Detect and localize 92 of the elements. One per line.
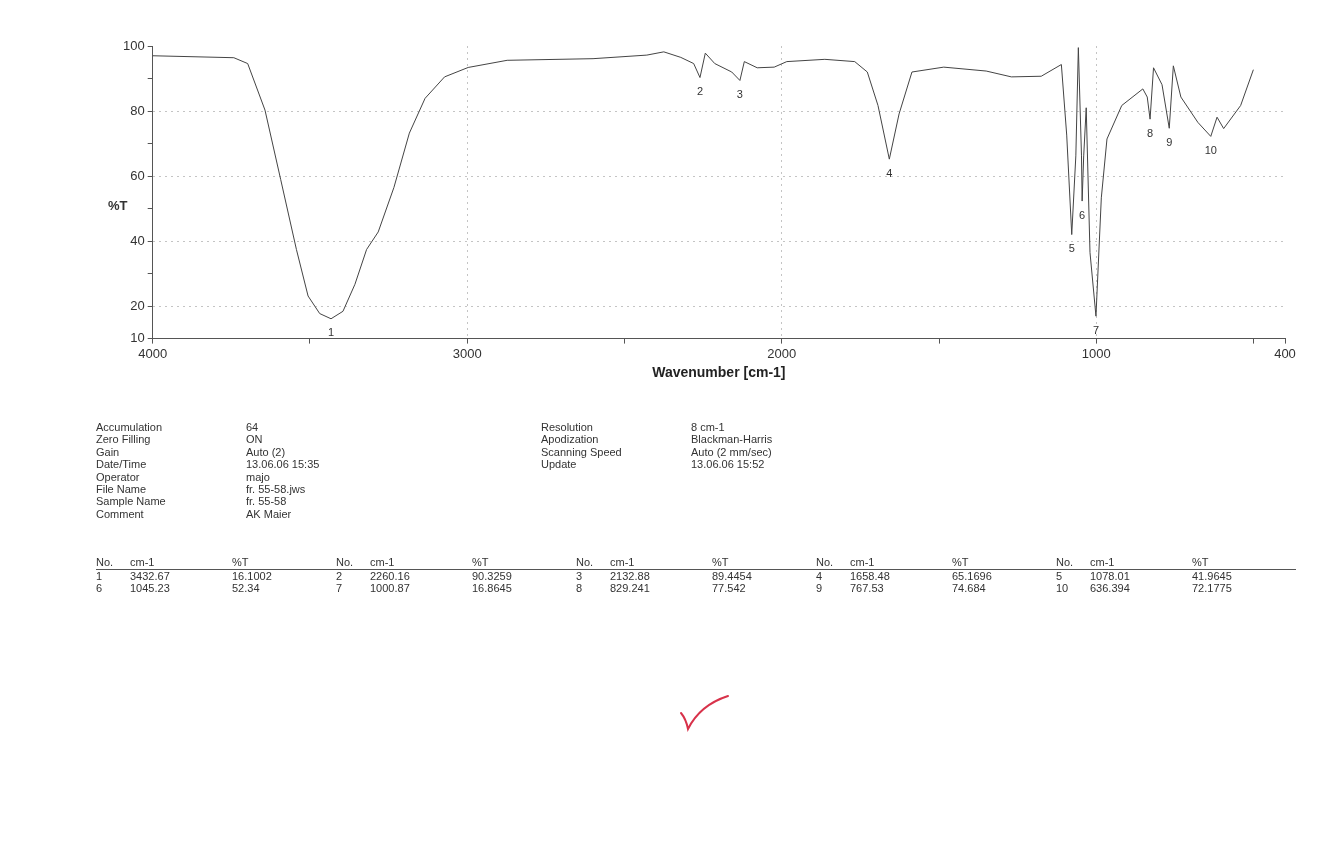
y-tick-label: 40 [130, 232, 145, 248]
annotation: 3 [736, 87, 743, 100]
text: fr. 55-58.jws [246, 482, 306, 495]
text: cm-1 [850, 556, 952, 570]
text: 6 [96, 582, 104, 595]
x-tick-label: 2000 [767, 345, 797, 361]
y-tick-label: 60 [130, 167, 145, 183]
text: 77.542 [712, 582, 747, 595]
text: 16.8645 [472, 582, 513, 595]
text: Operator [96, 470, 141, 483]
text: Auto (2) [246, 445, 286, 458]
text: 8 [576, 582, 584, 595]
text: 2132.88 [610, 569, 651, 582]
text: AK Maier [246, 507, 292, 520]
text: %T [472, 556, 576, 570]
text: 74.684 [952, 582, 987, 595]
text: cm-1 [610, 556, 712, 570]
text: 3 [576, 569, 584, 582]
x-tick-label: 3000 [452, 345, 482, 361]
text: 64 [246, 421, 259, 433]
text: 10 [1056, 582, 1070, 595]
x-axis-title: Wavenumber [cm-1] [652, 364, 786, 381]
text: 1 [96, 569, 104, 582]
text: 1078.01 [1090, 569, 1131, 582]
text: 1658.48 [850, 569, 891, 582]
text: 3432.67 [130, 569, 171, 582]
text: Resolution [541, 421, 594, 434]
x-tick-label: 4000 [138, 345, 168, 361]
text: Apodization [541, 433, 600, 446]
text: 2 [336, 569, 344, 582]
text: No. [336, 556, 370, 570]
text: %T [1192, 556, 1296, 570]
x-tick-label: 400 [1274, 345, 1296, 361]
annotation: 7 [1092, 323, 1100, 336]
y-tick-label: 80 [130, 102, 145, 118]
text: %T [232, 556, 336, 570]
annotation: 8 [1147, 126, 1154, 139]
text: 89.4454 [712, 569, 753, 582]
text: cm-1 [1090, 556, 1192, 570]
text: No. [816, 556, 850, 570]
text: Auto (2 mm/sec) [691, 445, 772, 458]
text: 13.06.06 15:52 [691, 458, 765, 471]
text: 636.394 [1090, 582, 1131, 595]
text: Scanning Speed [541, 445, 623, 459]
text: 41.9645 [1192, 569, 1233, 582]
text: 5 [1056, 569, 1064, 582]
text: cm-1 [130, 556, 232, 570]
text: 767.53 [850, 582, 885, 595]
text: No. [96, 556, 130, 570]
text: fr. 55-58 [246, 495, 287, 508]
text: cm-1 [370, 556, 472, 570]
text: File Name [96, 482, 148, 496]
text: 72.1775 [1192, 582, 1233, 595]
text: majo [246, 470, 270, 483]
annotation: 5 [1068, 242, 1075, 255]
text: Date/Time [96, 458, 148, 471]
text: 9 [816, 582, 824, 595]
text: 4 [816, 569, 824, 582]
annotation: 9 [1166, 135, 1173, 148]
text: 90.3259 [472, 569, 513, 582]
text: 13.06.06 15:35 [246, 458, 320, 471]
text: 8 cm-1 [691, 421, 725, 433]
text: Gain [96, 445, 121, 459]
text: 16.1002 [232, 569, 273, 582]
text: 52.34 [232, 582, 261, 595]
text: Zero Filling [96, 433, 152, 446]
y-tick-label: 100 [122, 37, 145, 53]
text: 2260.16 [370, 569, 411, 582]
text: No. [1056, 556, 1090, 570]
annotation: 10 [1204, 143, 1217, 156]
text: 65.1696 [952, 569, 993, 582]
text: 829.241 [610, 582, 651, 595]
y-tick-label: 10 [130, 330, 145, 346]
x-tick-label: 1000 [1081, 345, 1111, 361]
text: Sample Name [96, 495, 167, 508]
text: Blackman-Harris [691, 433, 773, 446]
text: 1045.23 [130, 582, 171, 595]
text: ON [246, 433, 263, 446]
annotation: 2 [696, 85, 704, 98]
text: %T [712, 556, 816, 570]
text: Accumulation [96, 421, 164, 434]
annotation: 6 [1079, 208, 1086, 221]
y-axis-title: %T [108, 198, 128, 213]
text: %T [952, 556, 1056, 570]
text: Update [541, 458, 578, 471]
text: No. [576, 556, 610, 570]
text: 1000.87 [370, 582, 411, 595]
y-tick-label: 20 [130, 297, 145, 313]
annotation: 1 [327, 326, 335, 339]
annotation: 4 [886, 166, 893, 179]
text: 7 [336, 582, 344, 595]
text: Comment [96, 507, 145, 521]
